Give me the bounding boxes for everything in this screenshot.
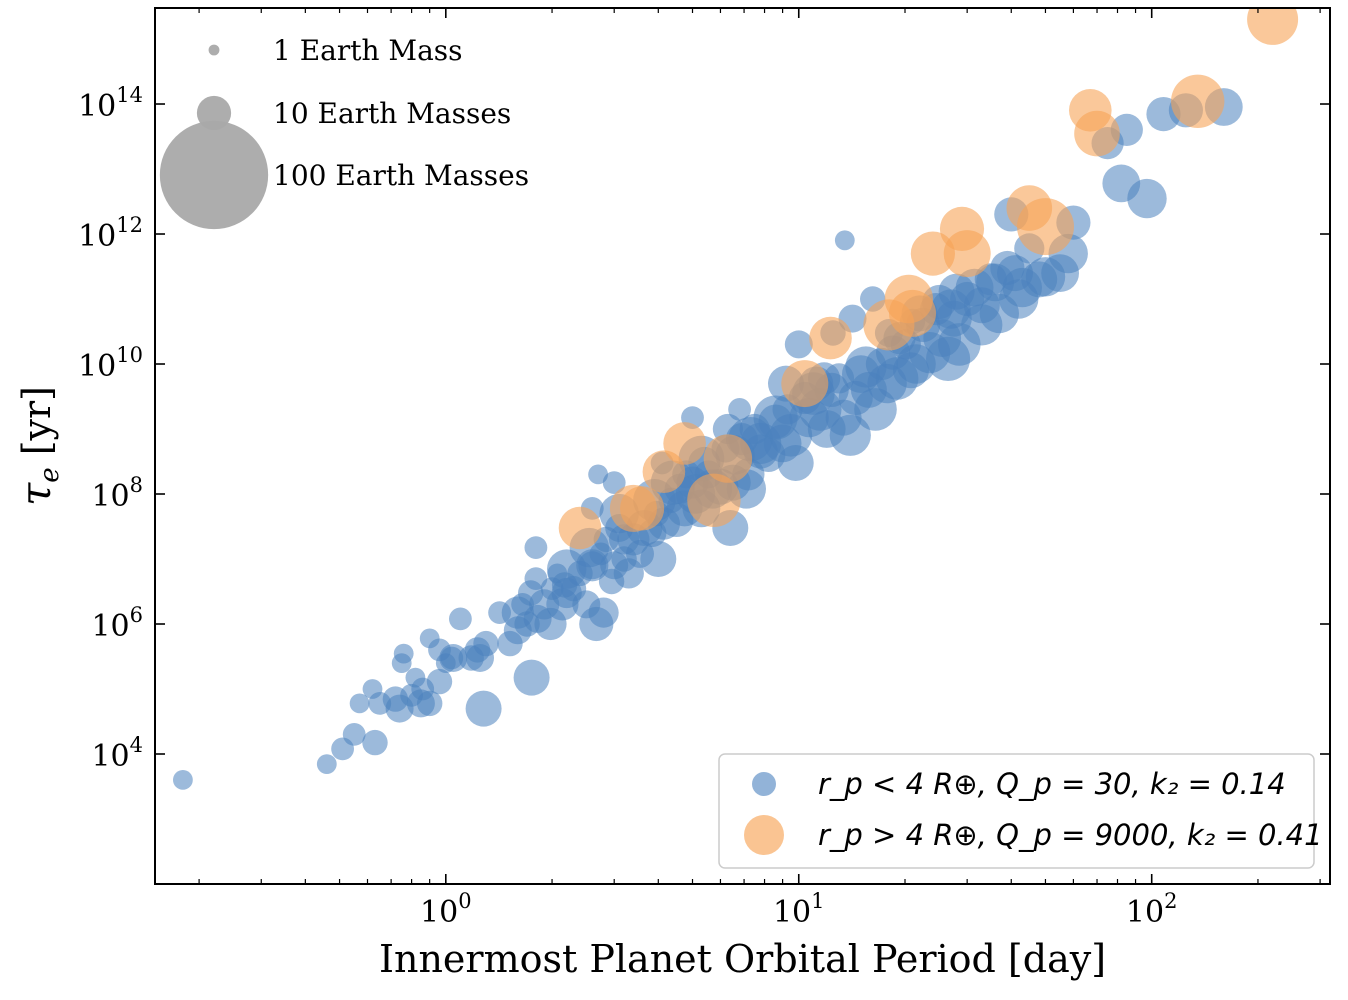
data-point <box>777 445 814 481</box>
data-point <box>449 607 472 631</box>
series-legend-box <box>718 753 1315 869</box>
data-point <box>173 770 193 790</box>
data-point <box>1074 110 1120 157</box>
data-point <box>342 723 366 746</box>
data-point <box>781 360 829 408</box>
data-point <box>426 668 453 695</box>
series-legend-label: r_p < 4 R⊕, Q_p = 30, k₂ = 0.14 <box>818 767 1286 801</box>
data-point <box>976 263 1014 302</box>
data-point <box>663 422 706 465</box>
y-tick-label: 106 <box>91 603 143 644</box>
data-point <box>465 690 502 727</box>
data-point <box>501 596 534 629</box>
x-tick-label: 102 <box>1126 889 1178 930</box>
data-point <box>588 464 608 485</box>
data-point <box>687 473 741 527</box>
data-point <box>316 754 337 774</box>
axis-ticks-layer: 100 101 102 104 106 108 1010 1012 1014 <box>78 8 1330 930</box>
data-point <box>588 597 619 628</box>
data-point <box>1025 257 1066 297</box>
size-legend-label: 100 Earth Masses <box>273 159 529 192</box>
data-point <box>547 549 587 589</box>
size-legend-marker <box>208 44 220 56</box>
x-axis-title: Innermost Planet Orbital Period [day] <box>379 937 1106 981</box>
data-point <box>1247 8 1299 45</box>
data-point <box>1127 178 1167 219</box>
series-legend: r_p < 4 R⊕, Q_p = 30, k₂ = 0.14 r_p > 4 R… <box>718 753 1323 869</box>
data-point <box>393 643 414 664</box>
y-tick-label: 1010 <box>78 343 143 384</box>
data-point <box>602 471 626 494</box>
data-point <box>845 346 887 388</box>
data-point <box>809 316 852 360</box>
data-point <box>1171 74 1225 128</box>
data-point <box>620 486 665 531</box>
data-point <box>703 434 753 483</box>
data-point <box>405 667 426 688</box>
size-legend-label: 10 Earth Masses <box>273 97 511 130</box>
data-point <box>558 506 602 550</box>
y-tick-label: 108 <box>91 473 143 514</box>
data-point <box>600 551 629 580</box>
data-point <box>931 289 971 329</box>
data-point <box>943 230 991 278</box>
y-tick-label: 1014 <box>78 83 143 124</box>
series-legend-marker <box>752 772 776 796</box>
y-axis-title: τe [yr] <box>11 386 65 506</box>
data-point <box>784 330 813 359</box>
size-legend-label: 1 Earth Mass <box>273 34 463 67</box>
plot-frame <box>154 7 1331 885</box>
data-point <box>834 230 855 251</box>
data-point <box>640 541 677 577</box>
size-legend: 1 Earth Mass 10 Earth Masses 100 Earth Mas… <box>159 34 529 230</box>
data-point <box>473 630 499 657</box>
data-point <box>362 729 388 756</box>
data-points-layer <box>173 8 1299 790</box>
data-point <box>349 693 370 714</box>
x-tick-label: 101 <box>773 889 825 930</box>
size-legend-marker <box>159 120 269 230</box>
data-point <box>524 536 548 559</box>
data-point <box>728 398 751 421</box>
series-legend-marker <box>744 815 784 855</box>
data-point <box>1017 198 1074 256</box>
data-point <box>439 644 468 672</box>
data-point <box>513 659 550 696</box>
data-point <box>417 690 443 717</box>
data-point <box>910 231 956 276</box>
series-legend-label: r_p > 4 R⊕, Q_p = 9000, k₂ = 0.41 <box>818 818 1323 852</box>
data-point <box>829 414 871 456</box>
y-tick-label: 1012 <box>78 213 143 254</box>
y-tick-label: 104 <box>91 733 143 774</box>
data-point <box>889 289 936 337</box>
x-tick-label: 100 <box>420 889 472 930</box>
